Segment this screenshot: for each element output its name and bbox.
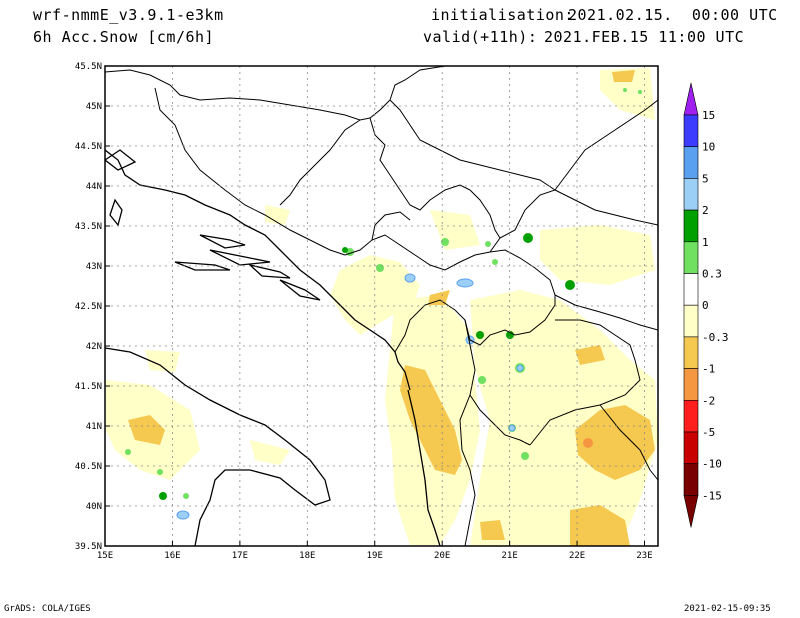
legend-label: 1	[702, 236, 709, 249]
field-light-yellow	[600, 68, 655, 120]
field-light-yellow	[470, 290, 658, 546]
legend-arrow-top	[683, 82, 699, 116]
field-orange	[612, 70, 635, 82]
footer-timestamp: 2021-02-15-09:35	[684, 604, 771, 614]
legend-label: 2	[702, 204, 709, 217]
legend-swatch	[683, 114, 699, 148]
field-orange	[575, 345, 605, 365]
footer-credit: GrADS: COLA/IGES	[4, 604, 91, 614]
lat-tick-label: 45N	[86, 102, 102, 112]
field-orange	[575, 405, 655, 480]
field-orange	[428, 290, 450, 305]
legend-swatch	[683, 336, 699, 369]
legend-arrow-bottom	[683, 495, 699, 528]
lat-tick-label: 44N	[86, 182, 102, 192]
valid-value: 2021.FEB.15 11:00 UTC	[544, 28, 745, 46]
lat-tick-label: 39.5N	[75, 542, 102, 552]
snow-field	[106, 68, 658, 546]
grid-lines	[104, 65, 658, 547]
legend-swatch	[683, 209, 699, 243]
field-blue-spots	[176, 273, 524, 520]
valid-label: valid(+11h):	[423, 28, 538, 46]
legend-label: 0.3	[702, 268, 722, 281]
legend-label: -1	[702, 363, 715, 376]
lat-tick-label: 45.5N	[75, 62, 102, 72]
legend-swatch	[683, 368, 699, 401]
legend-swatch	[683, 178, 699, 211]
lat-tick-label: 40N	[86, 502, 102, 512]
map-frame	[104, 65, 659, 547]
lon-tick-label: 15E	[97, 551, 113, 561]
lat-tick-label: 43N	[86, 262, 102, 272]
legend-label: 10	[702, 141, 715, 154]
legend-swatch	[683, 146, 699, 179]
legend-label: 0	[702, 299, 709, 312]
field-orange	[400, 365, 462, 475]
lat-tick-label: 42.5N	[75, 302, 102, 312]
lat-tick-label: 41.5N	[75, 382, 102, 392]
legend-swatch	[683, 399, 699, 433]
lon-tick-label: 23E	[636, 551, 652, 561]
coastlines	[105, 149, 441, 546]
field-light-yellow	[250, 440, 290, 465]
init-value: 2021.02.15. 00:00 UTC	[568, 6, 778, 24]
legend-swatch	[683, 431, 699, 465]
lon-tick-label: 19E	[367, 551, 383, 561]
lon-tick-label: 20E	[434, 551, 450, 561]
lon-tick-label: 16E	[164, 551, 180, 561]
field-light-yellow	[540, 225, 655, 285]
lon-tick-label: 18E	[299, 551, 315, 561]
legend-label: -2	[702, 394, 715, 407]
field-dark-orange	[583, 438, 593, 448]
country-borders	[105, 66, 658, 546]
lon-tick-label: 21E	[502, 551, 518, 561]
lat-tick-label: 42N	[86, 342, 102, 352]
legend-swatch	[683, 273, 699, 306]
lat-tick-label: 44.5N	[75, 142, 102, 152]
lat-tick-label: 41N	[86, 422, 102, 432]
longitude-labels: 15E 16E 17E 18E 19E 20E 21E 22E 23E	[97, 551, 653, 561]
init-label: initialisation:	[431, 6, 574, 24]
field-light-yellow	[145, 350, 180, 372]
colorbar-legend: 15 10 5 2 1 0.3 0 -0.3 -1 -2 -5 -10 -15	[683, 82, 729, 528]
legend-label: 5	[702, 172, 709, 185]
legend-swatch	[683, 304, 699, 338]
lat-tick-label: 40.5N	[75, 462, 102, 472]
latitude-labels: 45.5N 45N 44.5N 44N 43.5N 43N 42.5N 42N 41.5N 41N…	[75, 62, 102, 552]
lat-tick-label: 43.5N	[75, 222, 102, 232]
legend-label: -0.3	[702, 331, 729, 344]
legend-swatch	[683, 241, 699, 274]
field-orange	[480, 520, 505, 540]
lon-tick-label: 22E	[569, 551, 585, 561]
legend-label: -5	[702, 426, 715, 439]
field-light-yellow	[265, 205, 290, 225]
field-orange	[128, 415, 165, 445]
lon-tick-label: 17E	[232, 551, 248, 561]
field-orange	[570, 505, 630, 546]
field-light-yellow	[430, 210, 480, 250]
legend-label: -15	[702, 489, 722, 502]
field-name: 6h Acc.Snow [cm/6h]	[33, 28, 215, 46]
legend-label: -10	[702, 458, 722, 471]
legend-label: 15	[702, 109, 715, 122]
legend-swatch	[683, 463, 699, 496]
model-name: wrf-nmmE_v3.9.1-e3km	[33, 6, 224, 24]
